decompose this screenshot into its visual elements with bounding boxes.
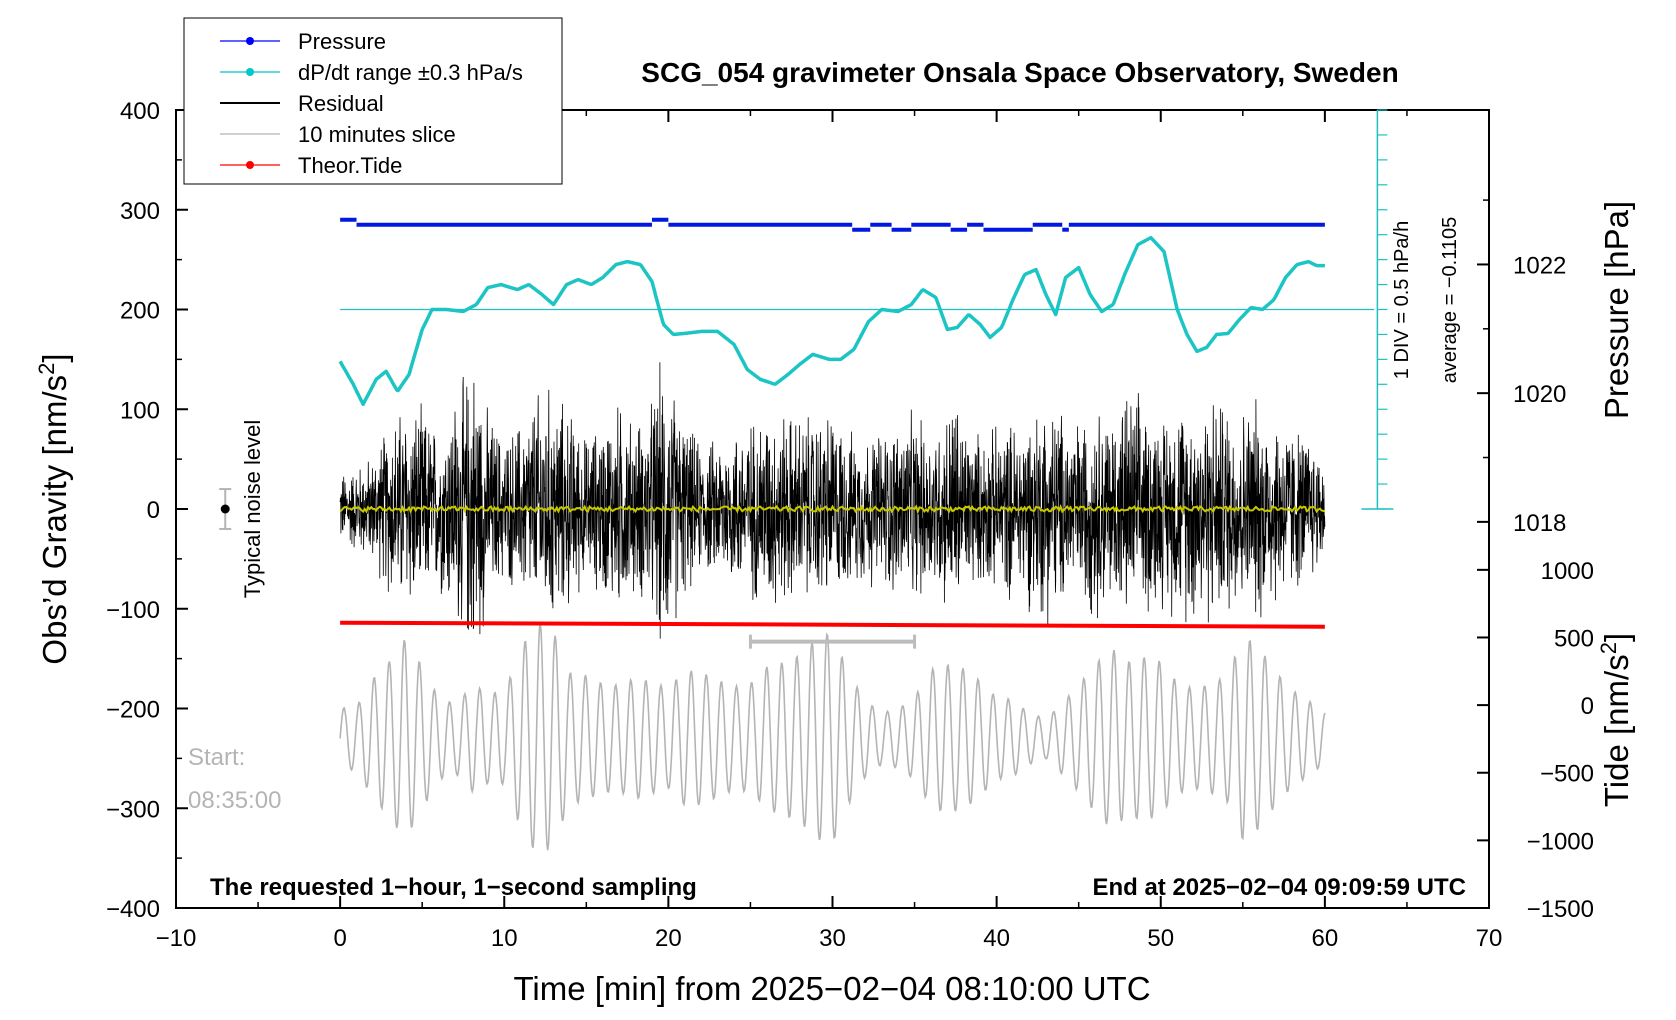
noise-level-label: Typical noise level	[240, 420, 265, 599]
pressure-tick-label: 1018	[1513, 510, 1566, 537]
y-tick-label: −300	[106, 796, 160, 823]
legend-label: dP/dt range ±0.3 hPa/s	[298, 60, 523, 85]
slice-range-bar	[748, 634, 917, 649]
residual-trace	[339, 362, 1326, 639]
y-tick-label: −100	[106, 597, 160, 624]
y-axis-label-tide-sup: 2	[1596, 642, 1621, 654]
pressure-series	[340, 217, 1325, 232]
x-tick-label: 70	[1476, 925, 1503, 952]
residual-mean-series	[339, 504, 1326, 515]
legend: Pressure dP/dt range ±0.3 hPa/s Residual 10…	[183, 17, 563, 185]
noise-level-point	[220, 504, 230, 514]
pressure-tick-label: 1020	[1513, 381, 1566, 408]
dpdt-scale	[1361, 109, 1394, 510]
y-tick-label: 0	[147, 497, 160, 524]
bottom-left-note: The requested 1−hour, 1−second sampling	[210, 874, 697, 901]
y-axis-label-pressure: Pressure [hPa]	[1598, 201, 1635, 419]
y-axis-label-main-end: ]	[36, 353, 73, 362]
dpdt-series	[338, 235, 1375, 407]
y-axis-label-main-sup: 2	[34, 363, 59, 375]
legend-marker	[246, 68, 254, 76]
theor-tide-series	[340, 620, 1325, 629]
bottom-right-note: End at 2025−02−04 09:09:59 UTC	[1092, 874, 1466, 901]
y-tick-label: 200	[120, 298, 160, 325]
pressure-tick-label: 1022	[1513, 252, 1566, 279]
y-axis-label-tide-end: ]	[1598, 633, 1635, 642]
x-tick-label: 50	[1147, 925, 1174, 952]
x-tick-label: −10	[156, 925, 197, 952]
y-axis-label-main: Obs’d Gravity [nm/s2]	[34, 353, 73, 664]
y-tick-label: 400	[120, 98, 160, 125]
y-tick-label: 300	[120, 198, 160, 225]
x-tick-label: 20	[655, 925, 682, 952]
x-tick-label: 30	[819, 925, 846, 952]
legend-label: Residual	[298, 91, 384, 116]
tide-tick-label: 0	[1581, 693, 1594, 720]
residual-mean-trace	[339, 504, 1326, 515]
y-axis-label-tide-text: Tide [nm/s	[1598, 654, 1635, 807]
noise-level-marker	[219, 488, 232, 530]
slice-series	[339, 623, 1326, 851]
x-tick-label: 60	[1312, 925, 1339, 952]
y-tick-label: 100	[120, 397, 160, 424]
legend-label: Theor.Tide	[298, 153, 402, 178]
tide-tick-label: 1000	[1541, 558, 1594, 585]
y-axis-label-main-text: Obs’d Gravity [nm/s	[36, 375, 73, 665]
tide-tick-label: 500	[1554, 625, 1594, 652]
y-axis-label-tide: Tide [nm/s2]	[1596, 633, 1635, 807]
average-label: average = −0.1105	[1439, 217, 1461, 383]
x-tick-label: 40	[983, 925, 1010, 952]
legend-marker	[246, 37, 254, 45]
start-label: Start:	[188, 744, 245, 771]
tide-axis-ticks: 1000 500 0 −500 −1000 −1500	[1477, 558, 1594, 923]
y-axis-ticks: 400 300 200 100 0 −100 −200 −300 −400	[106, 98, 188, 923]
x-tick-label: 10	[491, 925, 518, 952]
legend-box	[183, 17, 563, 185]
y-tick-label: −400	[106, 896, 160, 923]
tide-tick-label: −500	[1540, 761, 1594, 788]
x-axis-ticks: −10 0 10 20 30 40 50 60 70	[156, 110, 1503, 952]
tide-tick-label: −1000	[1527, 828, 1594, 855]
start-time-label: 08:35:00	[188, 787, 281, 814]
tide-tick-label: −1500	[1527, 896, 1594, 923]
chart-title: SCG_054 gravimeter Onsala Space Observat…	[641, 57, 1398, 88]
residual-series	[339, 362, 1326, 639]
legend-label: Pressure	[298, 29, 386, 54]
legend-label: 10 minutes slice	[298, 122, 456, 147]
x-tick-label: 0	[333, 925, 346, 952]
theor-tide-trace	[340, 620, 1325, 629]
y-tick-label: −200	[106, 697, 160, 724]
dpdt-trace	[338, 235, 1326, 407]
legend-marker	[246, 161, 254, 169]
pressure-axis-ticks: 1022 1020 1018	[1477, 199, 1566, 537]
slice-trace	[339, 623, 1326, 851]
x-axis-label: Time [min] from 2025−02−04 08:10:00 UTC	[513, 970, 1150, 1007]
div-label: 1 DIV = 0.5 hPa/h	[1391, 221, 1413, 379]
